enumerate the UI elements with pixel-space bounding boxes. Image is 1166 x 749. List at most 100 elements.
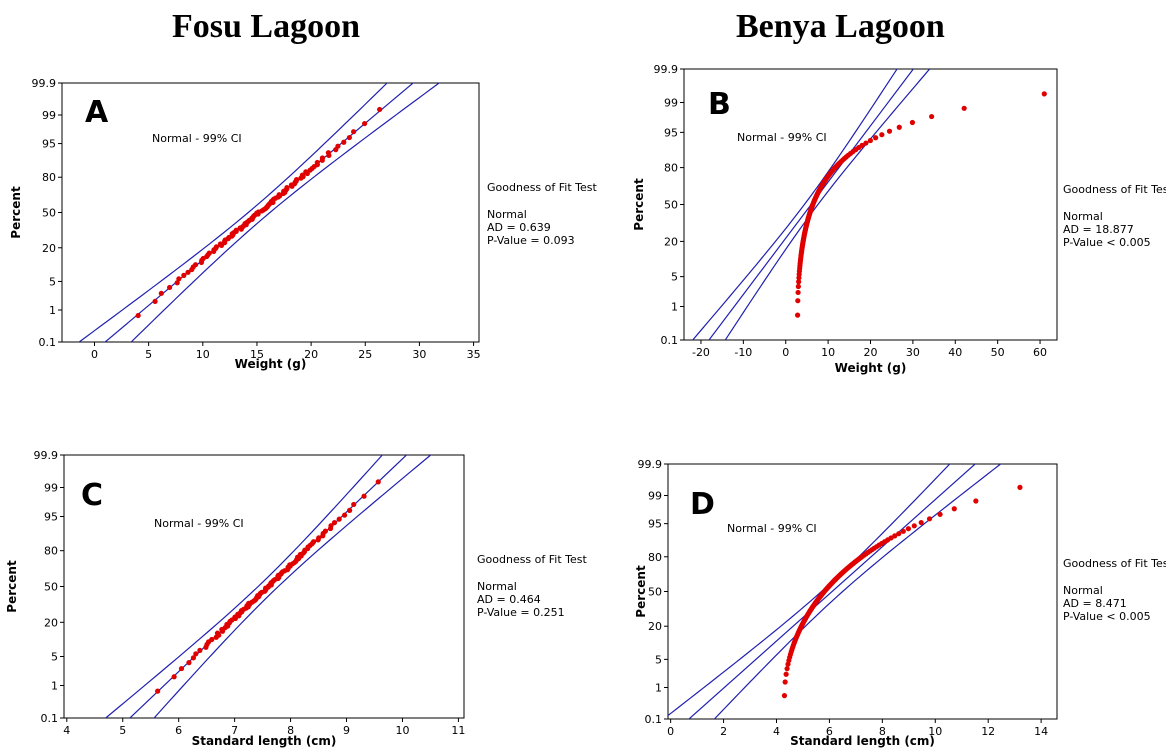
y-tick-label: 80 <box>44 545 58 558</box>
ci-lower-bound <box>668 464 951 717</box>
x-axis-label: Weight (g) <box>235 357 307 371</box>
x-axis-label: Weight (g) <box>835 361 907 375</box>
data-point <box>155 688 161 694</box>
x-tick-label: 9 <box>343 724 350 737</box>
data-point <box>346 134 352 141</box>
data-point <box>784 666 790 672</box>
plot-frame <box>667 463 1058 720</box>
y-tick-label: 5 <box>655 653 662 666</box>
data-point <box>867 137 873 144</box>
panel-label: D <box>690 487 715 522</box>
data-point <box>181 272 187 278</box>
data-point <box>886 128 893 134</box>
data-point <box>328 523 334 529</box>
ci-lower-bound <box>104 455 384 718</box>
gof-ad: AD = 8.471 <box>1063 597 1127 610</box>
ci-lower-bound <box>78 83 388 342</box>
data-point <box>859 142 865 148</box>
data-point <box>351 129 357 135</box>
y-tick-label: 99.9 <box>654 63 679 76</box>
data-point <box>193 651 199 657</box>
data-point <box>213 244 220 250</box>
y-tick-label: 20 <box>42 242 56 255</box>
data-point <box>873 135 879 141</box>
data-point <box>336 516 342 522</box>
data-point <box>158 290 164 296</box>
data-point <box>233 227 239 233</box>
data-point <box>1041 91 1047 97</box>
y-tick-label: 50 <box>664 199 678 212</box>
data-point <box>214 630 221 636</box>
y-tick-label: 80 <box>648 551 662 564</box>
data-point <box>217 241 224 247</box>
data-point <box>325 150 331 156</box>
y-tick-label: 20 <box>648 620 662 633</box>
y-tick-label: 80 <box>42 171 56 184</box>
ci-upper-bound <box>130 83 441 342</box>
x-tick-label: 2 <box>720 725 727 738</box>
ci-upper-bound <box>724 69 931 340</box>
y-tick-label: 99 <box>648 490 662 503</box>
data-point <box>795 283 801 290</box>
y-tick-label: 5 <box>51 650 58 663</box>
y-tick-label: 5 <box>49 275 56 288</box>
gof-ad: AD = 18.877 <box>1063 223 1134 236</box>
data-point <box>192 262 199 268</box>
data-point <box>361 493 367 499</box>
data-point <box>795 289 801 296</box>
data-point <box>1017 484 1023 490</box>
data-point <box>909 119 916 126</box>
y-tick-label: 0.1 <box>41 712 59 725</box>
x-tick-label: -10 <box>734 346 752 359</box>
x-tick-label: 6 <box>175 724 182 737</box>
ci-lower-bound <box>691 69 898 340</box>
y-tick-label: 5 <box>671 271 678 284</box>
y-tick-label: 95 <box>648 518 662 531</box>
y-axis-label: Percent <box>9 186 23 239</box>
x-tick-label: 15 <box>250 348 264 361</box>
data-point <box>795 298 801 304</box>
fit-line <box>688 464 977 719</box>
data-point <box>314 159 320 166</box>
data-point <box>362 120 368 127</box>
x-tick-label: 0 <box>667 725 674 738</box>
gof-ad: AD = 0.464 <box>477 593 541 606</box>
x-tick-label: 60 <box>1033 346 1047 359</box>
data-point <box>911 523 917 529</box>
x-tick-label: 6 <box>826 725 833 738</box>
data-point <box>319 155 326 161</box>
data-point <box>926 516 933 522</box>
data-point <box>135 312 141 319</box>
data-point <box>795 312 801 318</box>
gof-distribution: Normal <box>1063 210 1103 223</box>
panel-label: B <box>708 87 731 122</box>
x-tick-label: 14 <box>1034 725 1048 738</box>
x-tick-label: 12 <box>981 725 995 738</box>
ci-upper-bound <box>153 455 432 718</box>
data-point <box>152 298 158 305</box>
data-point <box>322 528 328 534</box>
data-point <box>171 674 177 680</box>
x-tick-label: 5 <box>145 348 152 361</box>
y-tick-label: 1 <box>51 679 58 692</box>
y-tick-label: 50 <box>44 581 58 594</box>
x-tick-label: 0 <box>782 346 789 359</box>
y-tick-label: 99.9 <box>34 449 59 462</box>
y-tick-label: 1 <box>49 304 56 317</box>
y-tick-label: 20 <box>44 616 58 629</box>
x-tick-label: 4 <box>773 725 780 738</box>
y-tick-label: 95 <box>42 138 56 151</box>
y-tick-label: 99 <box>664 96 678 109</box>
x-tick-label: 10 <box>928 725 942 738</box>
data-point <box>178 665 185 672</box>
gof-heading: Goodness of Fit Test <box>487 181 598 194</box>
x-axis-label: Standard length (cm) <box>192 734 337 748</box>
gof-heading: Goodness of Fit Test <box>1063 557 1166 570</box>
y-tick-label: 1 <box>671 301 678 314</box>
fosu-lagoon-title: Fosu Lagoon <box>172 8 360 45</box>
x-tick-label: 8 <box>287 724 294 737</box>
data-point <box>206 250 212 256</box>
y-tick-label: 95 <box>44 511 58 524</box>
